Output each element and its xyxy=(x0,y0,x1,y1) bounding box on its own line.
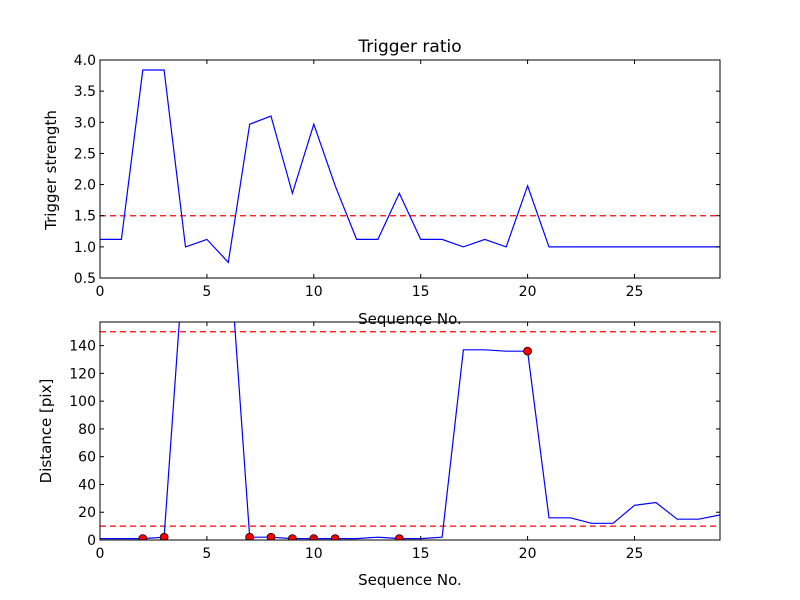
x-tick-label: 0 xyxy=(96,546,105,562)
y-tick-label: 80 xyxy=(78,422,96,438)
y-tick-label: 20 xyxy=(78,505,96,521)
y-axis-label: Trigger strength xyxy=(42,110,60,231)
x-axis-label: Sequence No. xyxy=(358,571,462,589)
y-tick-label: 3.0 xyxy=(74,115,96,131)
y-tick-label: 0.5 xyxy=(74,271,96,287)
series-line xyxy=(100,322,720,540)
y-tick-label: 1.0 xyxy=(74,240,96,256)
x-tick-label: 5 xyxy=(202,546,211,562)
data-point xyxy=(266,532,276,540)
x-tick-label: 20 xyxy=(519,546,537,562)
data-point xyxy=(138,534,148,540)
data-point xyxy=(245,532,255,540)
data-point xyxy=(288,534,297,540)
y-tick-label: 140 xyxy=(69,339,96,355)
y-tick-label: 0 xyxy=(87,533,96,549)
y-tick-label: 100 xyxy=(69,394,96,410)
x-tick-label: 25 xyxy=(626,546,644,562)
x-tick-label: 10 xyxy=(305,284,323,300)
trigger-ratio-chart: Trigger ratio Sequence No. Trigger stren… xyxy=(42,37,721,328)
data-point xyxy=(394,534,404,540)
x-tick-label: 15 xyxy=(412,284,430,300)
y-tick-label: 2.0 xyxy=(74,178,96,194)
axes-frame xyxy=(99,321,721,541)
y-tick-label: 60 xyxy=(78,450,96,466)
y-axis-label: Distance [pix] xyxy=(37,379,55,484)
x-tick-label: 10 xyxy=(305,546,323,562)
plot-area xyxy=(100,69,720,264)
y-tick-label: 4.0 xyxy=(74,53,96,69)
y-tick-label: 1.5 xyxy=(74,209,96,225)
plot-area xyxy=(100,322,720,540)
y-tick-label: 2.5 xyxy=(74,146,96,162)
x-tick-label: 0 xyxy=(96,284,105,300)
data-point xyxy=(523,346,532,356)
x-axis-label: Sequence No. xyxy=(358,310,462,328)
y-tick-label: 3.5 xyxy=(74,84,96,100)
axes-frame xyxy=(99,59,721,279)
distance-chart: Sequence No. Distance [pix] 0 5 10 15 20 25 0 2… xyxy=(37,321,721,589)
data-point xyxy=(330,534,340,540)
x-tick-label: 20 xyxy=(519,284,537,300)
y-tick-label: 40 xyxy=(78,477,96,493)
data-point xyxy=(159,532,169,540)
x-tick-label: 15 xyxy=(412,546,430,562)
chart-title: Trigger ratio xyxy=(357,37,461,57)
x-tick-label: 25 xyxy=(626,284,644,300)
series-line xyxy=(100,69,720,264)
y-tick-label: 120 xyxy=(69,366,96,382)
x-tick-label: 5 xyxy=(202,284,211,300)
